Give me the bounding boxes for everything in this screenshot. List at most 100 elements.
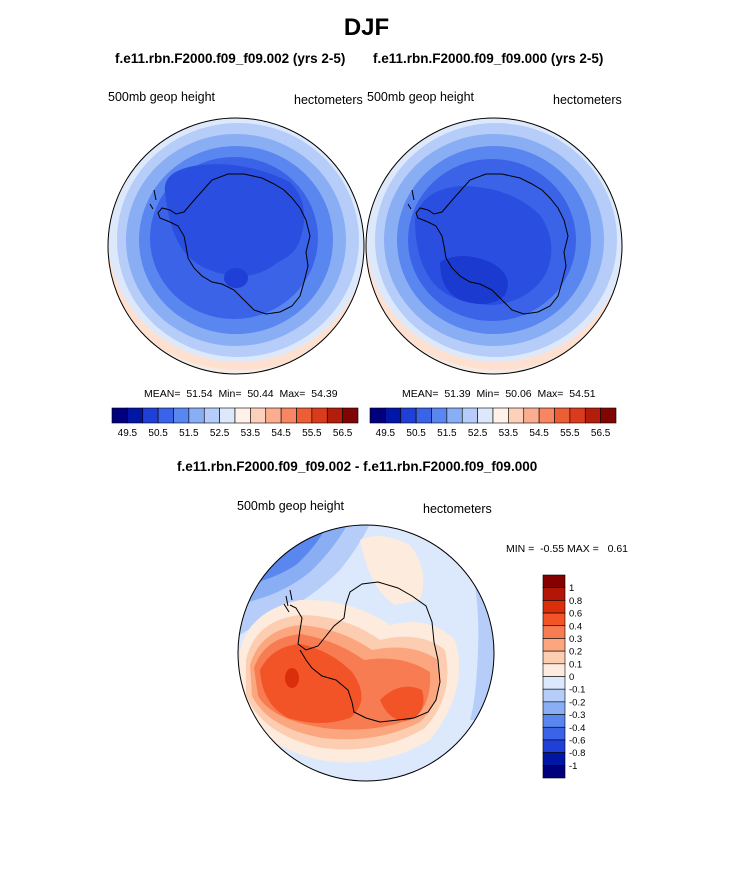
- panel-right-title: f.e11.rbn.F2000.f09_f09.000 (yrs 2-5): [373, 51, 604, 66]
- right-max-value: 54.51: [569, 388, 596, 400]
- colorbar-swatch: [157, 407, 174, 424]
- colorbar-swatch: [326, 407, 343, 424]
- right-mean-value: 51.39: [444, 388, 471, 400]
- antarctica-coastline: [407, 173, 569, 315]
- map-panel-difference: [237, 524, 495, 782]
- colorbar-swatch: [369, 407, 386, 424]
- colorbar-tick-label: 52.5: [468, 428, 488, 439]
- right-variable-label: 500mb geop height: [367, 90, 475, 104]
- colorbar-swatch: [542, 701, 566, 715]
- colorbar-swatch: [508, 407, 525, 424]
- colorbar-tick-label: 56.5: [333, 428, 353, 439]
- left-min-value: 50.44: [247, 388, 274, 400]
- diff-max-label: MAX =: [567, 543, 599, 555]
- colorbar-swatch: [280, 407, 297, 424]
- left-mean-label: MEAN=: [144, 388, 181, 400]
- colorbar-tick-label: -0.1: [569, 685, 585, 696]
- colorbar-swatch: [542, 638, 566, 652]
- diff-stats: MIN = -0.55 MAX = 0.61: [506, 543, 628, 555]
- colorbar-tick-label: 0.1: [569, 659, 582, 670]
- colorbar-swatch: [523, 407, 540, 424]
- colorbar-swatch: [542, 600, 566, 614]
- contour-band: [224, 268, 248, 288]
- colorbar-swatch: [265, 407, 282, 424]
- colorbar-tick-label: 1: [569, 583, 574, 594]
- colorbar-swatch: [461, 407, 478, 424]
- colorbar-tick-label: 55.5: [560, 428, 580, 439]
- colorbar-tick-label: 50.5: [148, 428, 168, 439]
- map-boundary: [365, 117, 623, 375]
- colorbar-swatch: [542, 765, 566, 779]
- contour-band: [380, 686, 424, 721]
- colorbar-swatch: [542, 625, 566, 639]
- colorbar-swatch: [385, 407, 402, 424]
- colorbar-swatch: [492, 407, 509, 424]
- colorbar-tick-label: -0.3: [569, 710, 585, 721]
- colorbar-tick-label: -0.4: [569, 723, 585, 734]
- colorbar-swatch: [569, 407, 586, 424]
- colorbar-tick-label: 0.3: [569, 634, 582, 645]
- left-stats: MEAN= 51.54 Min= 50.44 Max= 54.39: [144, 388, 338, 400]
- colorbar-tick-label: 55.5: [302, 428, 322, 439]
- colorbar-swatch: [542, 739, 566, 753]
- colorbar-tick-label: 50.5: [406, 428, 426, 439]
- colorbar-swatch: [142, 407, 159, 424]
- colorbar-swatch: [542, 650, 566, 665]
- colorbar-tick-label: 53.5: [241, 428, 261, 439]
- contour-band: [260, 644, 362, 723]
- colorbar-swatch: [111, 407, 128, 424]
- colorbar-000: 49.5 50.5 51.5 52.5 53.5 54.5 55.5 56.5: [369, 407, 617, 439]
- panel-left-title: f.e11.rbn.F2000.f09_f09.002 (yrs 2-5): [115, 51, 346, 66]
- diff-variable-label: 500mb geop height: [237, 499, 345, 513]
- map-panel-002: [107, 117, 365, 375]
- colorbar-swatch: [250, 407, 267, 424]
- left-max-value: 54.39: [311, 388, 338, 400]
- colorbar-tick-label: 54.5: [271, 428, 291, 439]
- colorbar-tick-label: 53.5: [499, 428, 519, 439]
- right-stats: MEAN= 51.39 Min= 50.06 Max= 54.51: [402, 388, 596, 400]
- contour-band: [440, 256, 508, 304]
- colorbar-swatch: [296, 407, 313, 424]
- colorbar-swatch: [415, 407, 432, 424]
- colorbar-swatch: [584, 407, 601, 424]
- colorbar-tick-label: 0.2: [569, 647, 582, 658]
- colorbar-swatch: [400, 407, 417, 424]
- colorbar-swatch: [542, 714, 566, 728]
- map-boundary: [107, 117, 365, 375]
- colorbar-tick-label: 49.5: [376, 428, 396, 439]
- colorbar-tick-label: 51.5: [437, 428, 457, 439]
- right-mean-label: MEAN=: [402, 388, 439, 400]
- contour-band: [360, 536, 424, 605]
- colorbar-tick-label: 0.4: [569, 621, 582, 632]
- colorbar-tick-label: 0: [569, 672, 574, 683]
- right-min-label: Min=: [476, 388, 500, 400]
- map-boundary: [237, 524, 495, 782]
- colorbar-tick-label: 52.5: [210, 428, 230, 439]
- left-variable-label: 500mb geop height: [108, 90, 216, 104]
- left-mean-value: 51.54: [186, 388, 213, 400]
- diff-units-label: hectometers: [423, 502, 492, 516]
- colorbar-tick-label: 51.5: [179, 428, 199, 439]
- colorbar-swatch: [477, 407, 494, 424]
- right-units-label: hectometers: [553, 93, 622, 107]
- colorbar-swatch: [127, 407, 144, 424]
- right-min-value: 50.06: [505, 388, 532, 400]
- colorbar-swatch: [219, 407, 236, 424]
- antarctica-coastline: [283, 581, 441, 723]
- colorbar-swatch: [542, 676, 566, 690]
- colorbar-tick-label: -0.8: [569, 748, 585, 759]
- diff-min-label: MIN =: [506, 543, 535, 555]
- colorbar-swatch: [554, 407, 571, 424]
- colorbar-002: 49.5 50.5 51.5 52.5 53.5 54.5 55.5 56.5: [111, 407, 359, 439]
- colorbar-swatch: [311, 407, 328, 424]
- right-max-label: Max=: [537, 388, 564, 400]
- colorbar-swatch: [542, 726, 566, 741]
- contour-band: [164, 164, 305, 276]
- diff-min-value: -0.55: [540, 543, 565, 555]
- colorbar-swatch: [542, 612, 566, 627]
- colorbar-swatch: [342, 407, 359, 424]
- colorbar-tick-label: -1: [569, 761, 577, 772]
- colorbar-swatch: [188, 407, 205, 424]
- colorbar-swatch: [542, 752, 566, 766]
